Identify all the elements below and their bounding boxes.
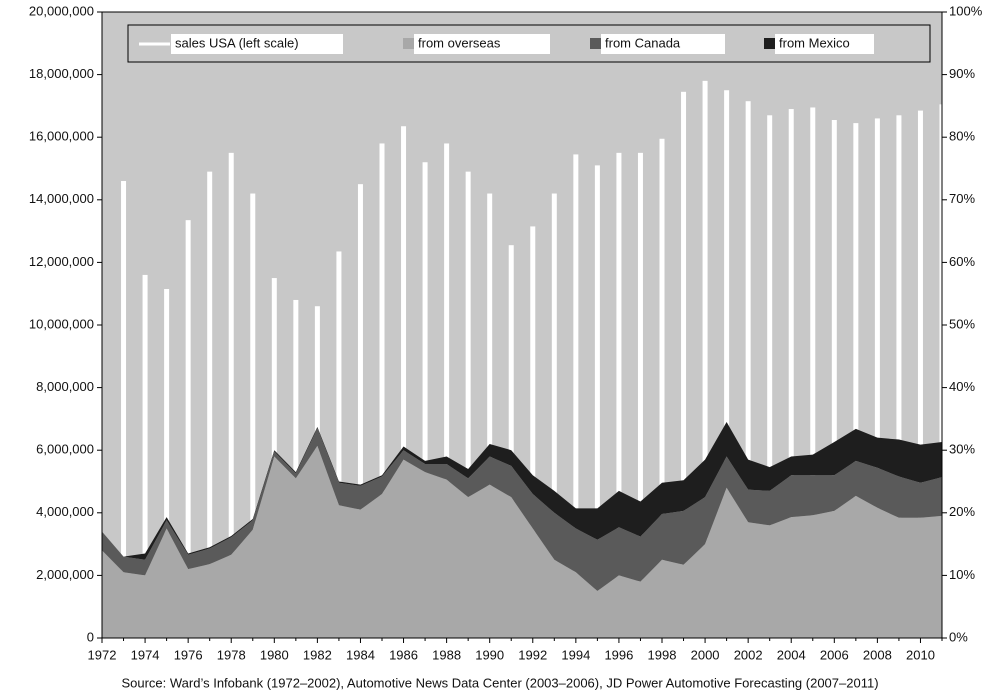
legend-marker — [590, 38, 601, 49]
y2-tick-label: 60% — [949, 254, 975, 269]
y2-tick-label: 0% — [949, 629, 968, 644]
bar — [142, 274, 148, 638]
legend-label: sales USA (left scale) — [175, 35, 299, 50]
bar — [767, 115, 773, 639]
x-tick-label: 2010 — [906, 647, 935, 662]
y2-tick-label: 90% — [949, 66, 975, 81]
bar — [530, 226, 536, 638]
y-tick-label: 10,000,000 — [29, 316, 94, 331]
bar — [465, 171, 471, 638]
y2-tick-label: 50% — [949, 316, 975, 331]
y2-tick-label: 80% — [949, 129, 975, 144]
y-tick-label: 12,000,000 — [29, 254, 94, 269]
bar — [659, 138, 665, 638]
bar — [896, 115, 902, 639]
x-tick-label: 2006 — [820, 647, 849, 662]
y-tick-label: 14,000,000 — [29, 191, 94, 206]
x-tick-label: 1990 — [475, 647, 504, 662]
y-tick-label: 0 — [87, 629, 94, 644]
y2-tick-label: 40% — [949, 379, 975, 394]
source-note: Source: Ward’s Infobank (1972–2002), Aut… — [121, 675, 878, 690]
legend-label-bg — [414, 34, 550, 54]
bar — [551, 193, 557, 639]
bar — [422, 162, 428, 639]
x-tick-label: 1996 — [604, 647, 633, 662]
x-tick-label: 2008 — [863, 647, 892, 662]
legend-marker — [764, 38, 775, 49]
bar — [917, 110, 923, 639]
bar — [681, 91, 687, 638]
y2-tick-label: 30% — [949, 442, 975, 457]
bar — [293, 299, 299, 638]
y2-tick-label: 70% — [949, 191, 975, 206]
y-tick-label: 20,000,000 — [29, 3, 94, 18]
bar — [831, 119, 837, 639]
y-tick-label: 8,000,000 — [36, 379, 94, 394]
x-tick-label: 2004 — [777, 647, 806, 662]
y-tick-label: 2,000,000 — [36, 567, 94, 582]
bar — [810, 107, 816, 639]
legend-label-bg — [171, 34, 343, 54]
bar — [616, 152, 622, 638]
bar — [487, 193, 493, 639]
bar — [207, 171, 213, 638]
x-tick-label: 1980 — [260, 647, 289, 662]
bar — [702, 80, 708, 639]
legend-label: from Canada — [605, 35, 681, 50]
x-tick-label: 1984 — [346, 647, 375, 662]
bar — [444, 143, 450, 638]
area — [102, 445, 942, 638]
bar — [250, 193, 256, 639]
bar — [788, 109, 794, 638]
bar — [357, 184, 363, 638]
bar — [874, 118, 880, 639]
x-tick-label: 2002 — [734, 647, 763, 662]
bar — [164, 289, 170, 638]
bar — [336, 251, 342, 638]
area — [102, 422, 942, 560]
x-tick-label: 1976 — [174, 647, 203, 662]
area — [102, 428, 942, 592]
legend-box — [127, 24, 931, 63]
x-tick-label: 1974 — [131, 647, 160, 662]
bar — [724, 90, 730, 638]
y2-tick-label: 100% — [949, 3, 983, 18]
bar — [121, 181, 127, 638]
y2-tick-label: 10% — [949, 567, 975, 582]
bar — [637, 152, 643, 638]
legend-label-bg — [775, 34, 874, 54]
bar — [379, 143, 385, 638]
x-tick-label: 1982 — [303, 647, 332, 662]
bar — [185, 220, 191, 638]
x-tick-label: 1994 — [561, 647, 590, 662]
legend-label: from overseas — [418, 35, 501, 50]
y-tick-label: 16,000,000 — [29, 129, 94, 144]
x-tick-label: 1988 — [432, 647, 461, 662]
x-tick-label: 2000 — [691, 647, 720, 662]
x-tick-label: 1992 — [518, 647, 547, 662]
x-tick-label: 1978 — [217, 647, 246, 662]
bar — [573, 154, 579, 639]
x-tick-label: 1998 — [648, 647, 677, 662]
bar — [594, 165, 600, 638]
x-tick-label: 1972 — [88, 647, 117, 662]
x-tick-label: 1986 — [389, 647, 418, 662]
y-tick-label: 6,000,000 — [36, 442, 94, 457]
bar — [401, 126, 407, 639]
bar — [745, 101, 751, 638]
bar — [508, 245, 514, 638]
bar — [853, 123, 859, 639]
bar — [228, 152, 234, 638]
legend-marker — [403, 38, 414, 49]
y-tick-label: 18,000,000 — [29, 66, 94, 81]
legend-label-bg — [601, 34, 725, 54]
legend-label: from Mexico — [779, 35, 850, 50]
y2-tick-label: 20% — [949, 504, 975, 519]
y-tick-label: 4,000,000 — [36, 504, 94, 519]
